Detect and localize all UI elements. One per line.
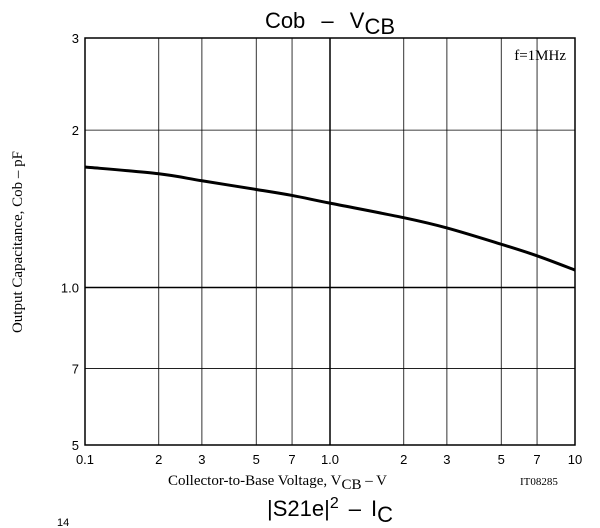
series-line [84,165,576,272]
x-axis-label: Collector-to-Base Voltage, VCB – V [168,473,387,493]
x-tick-label: 2 [155,452,162,467]
x-tick-label: 2 [400,452,407,467]
y-tick-labels: 5 7 1.0 2 3 [61,31,79,453]
x-gridlines [158,38,538,445]
x-tick-label: 10 [568,452,582,467]
x-tick-label: 3 [443,452,450,467]
x-tick-label: 7 [533,452,540,467]
frequency-annotation: f=1MHz [514,48,566,64]
x-tick-label: 0.1 [76,452,94,467]
x-tick-labels: 0.1 2 3 5 7 1.0 2 3 5 7 10 [76,452,582,467]
y-tick-label: 3 [72,31,79,46]
x-tick-label: 5 [498,452,505,467]
next-chart-title: |S21e|2– IC [267,495,393,527]
chart-title: Cob – VCB [265,8,395,39]
y-tick-label: 2 [72,123,79,138]
x-tick-label: 3 [198,452,205,467]
x-tick-label: 5 [253,452,260,467]
y-gridlines [85,129,575,369]
next-chart-partial-tick: 14 [57,517,69,528]
y-tick-label: 1.0 [61,281,79,296]
x-tick-label: 7 [288,452,295,467]
y-axis-label: Output Capacitance, Cob – pF [10,151,26,333]
y-tick-label: 7 [72,362,79,377]
figure-code: IT08285 [520,476,558,488]
x-tick-label: 1.0 [321,452,339,467]
y-tick-label: 5 [72,438,79,453]
